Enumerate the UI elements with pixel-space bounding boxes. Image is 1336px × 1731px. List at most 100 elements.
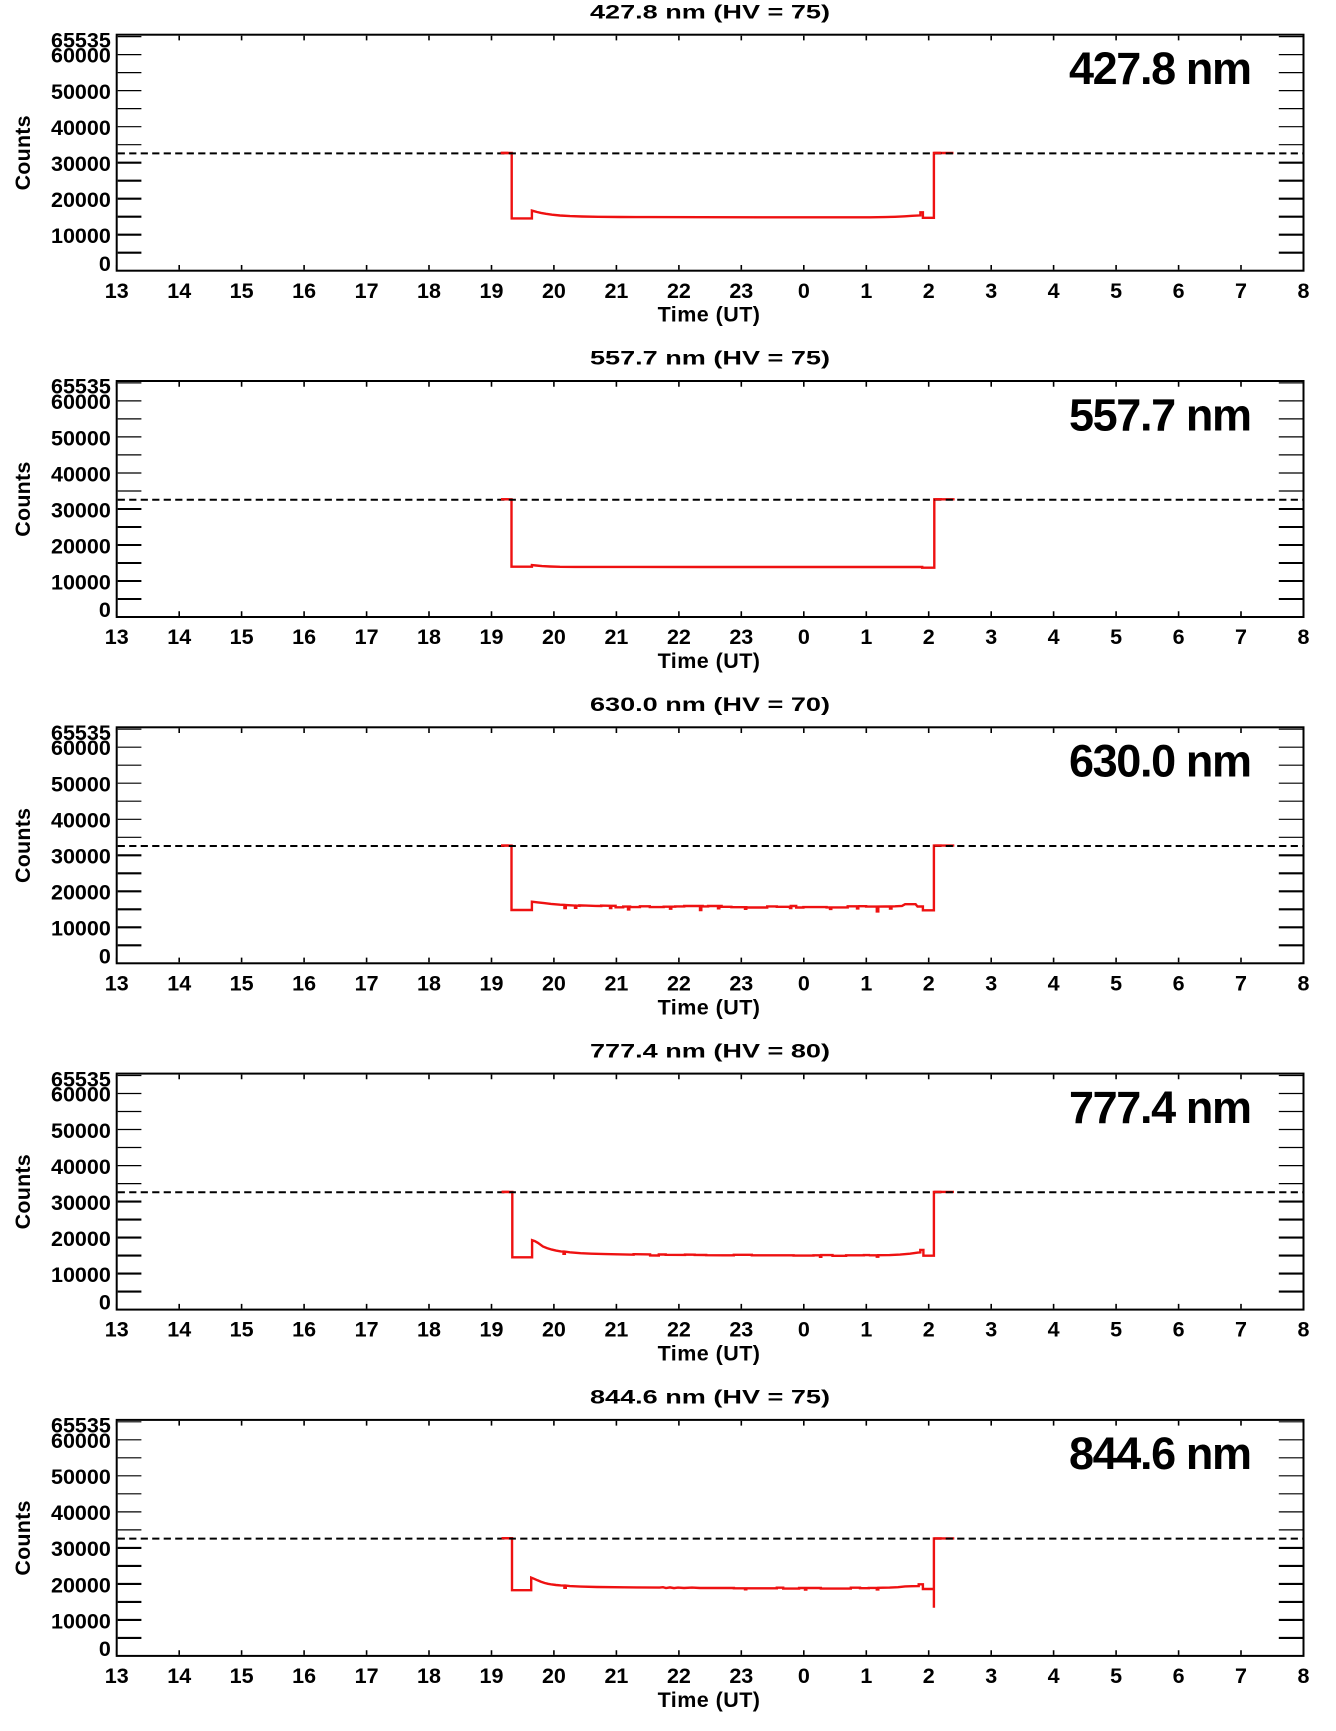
- svg-text:4: 4: [1048, 971, 1060, 995]
- svg-text:2: 2: [923, 1664, 935, 1688]
- svg-text:40000: 40000: [51, 462, 111, 486]
- svg-text:14: 14: [167, 1318, 191, 1342]
- svg-text:23: 23: [729, 971, 753, 995]
- svg-text:5: 5: [1110, 1318, 1122, 1342]
- svg-text:20: 20: [542, 279, 566, 303]
- svg-text:7: 7: [1235, 1318, 1247, 1342]
- svg-text:21: 21: [604, 1318, 628, 1342]
- svg-text:2: 2: [923, 279, 935, 303]
- svg-text:3: 3: [985, 1318, 997, 1342]
- svg-text:20: 20: [542, 1664, 566, 1688]
- svg-text:14: 14: [167, 971, 191, 995]
- svg-text:22: 22: [667, 1318, 691, 1342]
- svg-text:3: 3: [985, 625, 997, 649]
- svg-text:7: 7: [1235, 279, 1247, 303]
- svg-text:7: 7: [1235, 971, 1247, 995]
- svg-text:19: 19: [480, 625, 504, 649]
- svg-text:23: 23: [729, 279, 753, 303]
- svg-text:30000: 30000: [51, 1537, 111, 1561]
- svg-text:5: 5: [1110, 279, 1122, 303]
- svg-text:0: 0: [99, 1291, 111, 1315]
- svg-text:10000: 10000: [51, 917, 111, 941]
- svg-text:3: 3: [985, 279, 997, 303]
- svg-text:5: 5: [1110, 971, 1122, 995]
- svg-text:6: 6: [1173, 279, 1185, 303]
- svg-text:14: 14: [167, 279, 191, 303]
- svg-text:18: 18: [417, 1318, 441, 1342]
- svg-text:4: 4: [1048, 279, 1060, 303]
- svg-text:17: 17: [355, 625, 379, 649]
- svg-text:10000: 10000: [51, 224, 111, 248]
- svg-text:Time (UT): Time (UT): [658, 1342, 761, 1366]
- svg-text:21: 21: [604, 625, 628, 649]
- svg-text:15: 15: [230, 625, 254, 649]
- svg-text:20000: 20000: [51, 534, 111, 558]
- svg-text:16: 16: [292, 971, 316, 995]
- svg-text:50000: 50000: [51, 426, 111, 450]
- svg-text:0: 0: [798, 1318, 810, 1342]
- svg-text:Counts: Counts: [11, 808, 35, 883]
- svg-text:4: 4: [1048, 1664, 1060, 1688]
- svg-text:6: 6: [1173, 1664, 1185, 1688]
- svg-text:15: 15: [230, 1664, 254, 1688]
- svg-text:23: 23: [729, 1664, 753, 1688]
- svg-text:7: 7: [1235, 1664, 1247, 1688]
- svg-text:22: 22: [667, 1664, 691, 1688]
- svg-text:10000: 10000: [51, 1263, 111, 1287]
- svg-text:5: 5: [1110, 625, 1122, 649]
- svg-text:0: 0: [99, 252, 111, 276]
- svg-text:18: 18: [417, 625, 441, 649]
- svg-text:1: 1: [860, 1664, 872, 1688]
- svg-text:65535: 65535: [51, 1067, 111, 1091]
- svg-text:Time (UT): Time (UT): [658, 649, 761, 673]
- svg-text:Counts: Counts: [11, 115, 35, 190]
- svg-text:50000: 50000: [51, 1119, 111, 1143]
- svg-text:0: 0: [99, 1637, 111, 1661]
- svg-text:30000: 30000: [51, 498, 111, 522]
- svg-text:20: 20: [542, 971, 566, 995]
- svg-text:5: 5: [1110, 1664, 1122, 1688]
- svg-text:22: 22: [667, 279, 691, 303]
- svg-text:3: 3: [985, 1664, 997, 1688]
- svg-text:19: 19: [480, 279, 504, 303]
- svg-text:60000: 60000: [51, 44, 111, 68]
- svg-text:20000: 20000: [51, 881, 111, 905]
- svg-text:14: 14: [167, 1664, 191, 1688]
- svg-text:7: 7: [1235, 625, 1247, 649]
- svg-text:16: 16: [292, 279, 316, 303]
- svg-text:8: 8: [1298, 1318, 1310, 1342]
- svg-text:20: 20: [542, 1318, 566, 1342]
- svg-text:Time (UT): Time (UT): [658, 1688, 761, 1712]
- svg-text:18: 18: [417, 971, 441, 995]
- svg-text:427.8 nm: 427.8 nm: [1069, 43, 1252, 94]
- svg-text:15: 15: [230, 1318, 254, 1342]
- svg-text:15: 15: [230, 279, 254, 303]
- svg-text:630.0 nm (HV = 70): 630.0 nm (HV = 70): [590, 695, 830, 716]
- svg-text:18: 18: [417, 279, 441, 303]
- svg-text:844.6 nm: 844.6 nm: [1069, 1428, 1252, 1479]
- svg-text:65535: 65535: [51, 721, 111, 745]
- svg-text:6: 6: [1173, 1318, 1185, 1342]
- svg-text:60000: 60000: [51, 1429, 111, 1453]
- svg-text:19: 19: [480, 971, 504, 995]
- svg-text:8: 8: [1298, 279, 1310, 303]
- svg-text:Time (UT): Time (UT): [658, 995, 761, 1019]
- svg-text:427.8 nm (HV = 75): 427.8 nm (HV = 75): [590, 2, 830, 23]
- svg-text:Counts: Counts: [11, 461, 35, 536]
- svg-text:0: 0: [798, 625, 810, 649]
- svg-text:16: 16: [292, 1664, 316, 1688]
- svg-text:21: 21: [604, 971, 628, 995]
- svg-text:19: 19: [480, 1318, 504, 1342]
- svg-text:0: 0: [99, 598, 111, 622]
- svg-text:4: 4: [1048, 1318, 1060, 1342]
- svg-text:6: 6: [1173, 971, 1185, 995]
- svg-text:18: 18: [417, 1664, 441, 1688]
- svg-text:20000: 20000: [51, 1227, 111, 1251]
- svg-text:13: 13: [105, 1664, 129, 1688]
- svg-text:844.6 nm (HV = 75): 844.6 nm (HV = 75): [590, 1388, 830, 1409]
- svg-text:14: 14: [167, 625, 191, 649]
- svg-text:10000: 10000: [51, 570, 111, 594]
- svg-text:13: 13: [105, 1318, 129, 1342]
- svg-text:Time (UT): Time (UT): [658, 303, 761, 327]
- svg-text:20: 20: [542, 625, 566, 649]
